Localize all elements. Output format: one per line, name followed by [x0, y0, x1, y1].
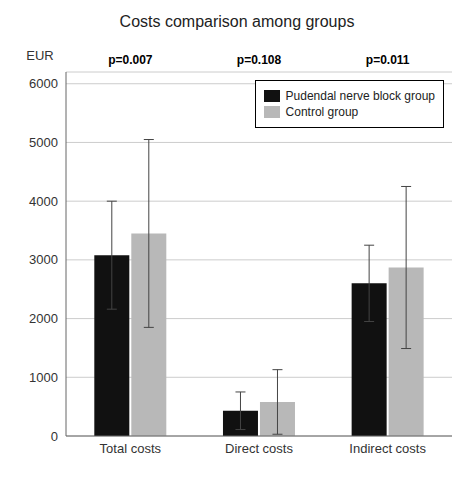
svg-text:Indirect costs: Indirect costs [349, 441, 426, 456]
svg-text:4000: 4000 [29, 194, 58, 209]
svg-text:Total costs: Total costs [100, 441, 162, 456]
html-text:Pudendal nerve block group: Pudendal nerve block group [285, 89, 435, 103]
svg-text:Direct costs: Direct costs [225, 441, 293, 456]
html-text:Control group: Control group [285, 105, 359, 119]
svg-text:1000: 1000 [29, 370, 58, 385]
svg-text:p=0.007: p=0.007 [108, 53, 153, 67]
svg-text:2000: 2000 [29, 311, 58, 326]
html-text:Costs comparison among groups: Costs comparison among groups [119, 13, 355, 30]
svg-text:6000: 6000 [29, 76, 58, 91]
svg-text:0: 0 [51, 429, 58, 444]
svg-text:EUR: EUR [26, 48, 53, 63]
svg-text:p=0.011: p=0.011 [366, 53, 410, 67]
svg-text:3000: 3000 [29, 252, 58, 267]
svg-text:5000: 5000 [29, 135, 58, 150]
svg-text:p=0.108: p=0.108 [237, 53, 282, 67]
